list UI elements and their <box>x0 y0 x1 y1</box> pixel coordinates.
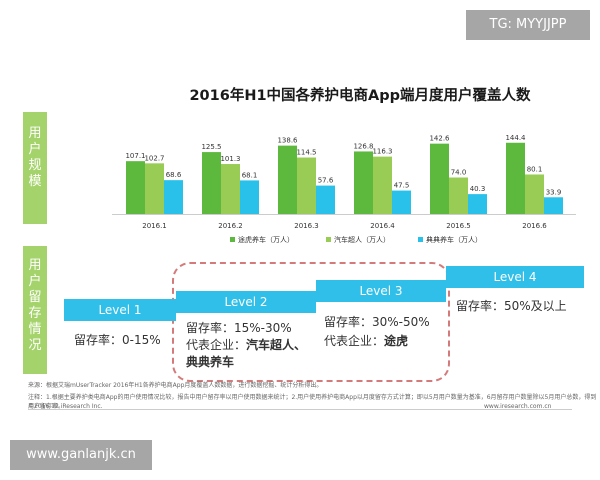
level-3-companies: 代表企业：途虎 <box>324 333 430 350</box>
x-tick-label: 2016.2 <box>218 222 243 230</box>
chart-title: 2016年H1中国各养护电商App端月度用户覆盖人数 <box>189 88 531 104</box>
bar-value-label: 47.5 <box>394 182 410 190</box>
side-label-char: 存 <box>28 306 42 321</box>
legend-swatch <box>418 237 423 242</box>
bar-tuhu <box>278 145 297 214</box>
watermark-bottom: www.ganlanjk.cn <box>10 440 152 470</box>
footer-divider <box>28 409 572 410</box>
level-2-band: Level 2 <box>176 291 316 313</box>
company-name: 典典养车 <box>186 355 235 369</box>
bar-value-label: 57.6 <box>318 177 334 185</box>
legend-swatch <box>230 237 235 242</box>
bar-diandian <box>316 185 335 214</box>
bar-value-label: 40.3 <box>470 185 486 193</box>
level-1-retention: 留存率：0-15% <box>74 333 161 347</box>
side-label-scale: 用 户 规 模 <box>23 112 47 224</box>
side-label-char: 留 <box>28 290 42 305</box>
footer-copyright: ©2016.12 iResearch Inc. <box>28 403 103 410</box>
side-label-char: 用 <box>28 258 42 273</box>
bar-value-label: 102.7 <box>144 154 164 162</box>
bar-value-label: 68.1 <box>242 171 258 179</box>
company-name: 途虎 <box>384 334 409 348</box>
bar-value-label: 74.0 <box>451 168 467 176</box>
x-tick-label: 2016.1 <box>142 222 167 230</box>
bar-value-label: 138.6 <box>277 137 298 145</box>
legend-label: 途虎养车（万人） <box>238 235 294 244</box>
side-label-char: 况 <box>28 338 42 353</box>
side-label-char: 户 <box>28 274 42 289</box>
level-1-band: Level 1 <box>64 299 176 321</box>
bar-value-label: 125.5 <box>201 143 221 151</box>
side-label-char: 户 <box>28 142 42 157</box>
level-2-retention: 留存率：15%-30% <box>186 321 292 335</box>
footnote-note: 注释：1.根据主要养护类电商App的用户使用情况比较，报告中用户留存率以用户使用… <box>28 394 597 410</box>
bar-diandian <box>392 190 411 214</box>
bar-diandian <box>468 194 487 214</box>
x-tick-label: 2016.5 <box>446 222 471 230</box>
bar-tuhu <box>354 151 373 214</box>
footnote-source: 来源：根据艾瑞mUserTracker 2016年H1各养护电商App月度覆盖人… <box>28 382 323 389</box>
bar-value-label: 101.3 <box>220 155 240 163</box>
bar-qichechaoren <box>221 164 240 214</box>
bar-tuhu <box>126 161 145 214</box>
bar-tuhu <box>202 152 221 214</box>
bar-qichechaoren <box>373 156 392 214</box>
side-label-char: 情 <box>28 322 42 337</box>
side-label-char: 模 <box>28 174 42 189</box>
bar-tuhu <box>506 142 525 214</box>
bar-value-label: 116.3 <box>372 148 392 156</box>
side-label-retention: 用 户 留 存 情 况 <box>23 246 47 374</box>
level-3-text: 留存率：30%-50% 代表企业：途虎 <box>324 314 430 350</box>
legend-label: 汽车超人（万人） <box>334 235 390 244</box>
level-4-retention: 留存率：50%及以上 <box>456 299 567 313</box>
highlight-dashed-box <box>172 262 450 382</box>
x-tick-label: 2016.4 <box>370 222 395 230</box>
watermark-top: TG: MYYJJPP <box>466 10 590 40</box>
bar-value-label: 142.6 <box>429 135 450 143</box>
bar-value-label: 114.5 <box>296 149 316 157</box>
level-2-text: 留存率：15%-30% 代表企业：汽车超人、 典典养车 <box>186 320 306 371</box>
level-3-band: Level 3 <box>316 280 446 302</box>
bar-value-label: 126.8 <box>353 142 373 150</box>
bar-qichechaoren <box>449 177 468 214</box>
bar-qichechaoren <box>145 163 164 214</box>
companies-label: 代表企业： <box>324 334 385 348</box>
bar-tuhu <box>430 143 449 214</box>
x-tick-label: 2016.6 <box>522 222 547 230</box>
level-3-retention: 留存率：30%-50% <box>324 315 430 329</box>
bar-diandian <box>240 180 259 214</box>
bar-diandian <box>544 197 563 214</box>
level-2-companies: 代表企业：汽车超人、 <box>186 337 306 354</box>
side-label-char: 用 <box>28 126 42 141</box>
side-label-char: 规 <box>28 158 42 173</box>
company-name: 汽车超人、 <box>246 338 307 352</box>
x-tick-label: 2016.3 <box>294 222 319 230</box>
companies-label: 代表企业： <box>186 338 247 352</box>
bar-value-label: 144.4 <box>505 134 526 142</box>
legend-label: 典典养车（万人） <box>426 235 482 244</box>
bar-value-label: 80.1 <box>527 165 543 173</box>
bar-value-label: 107.1 <box>125 152 145 160</box>
legend-swatch <box>326 237 331 242</box>
bar-diandian <box>164 180 183 214</box>
bar-value-label: 33.9 <box>546 188 562 196</box>
bar-qichechaoren <box>525 174 544 214</box>
bar-qichechaoren <box>297 157 316 214</box>
level-4-band: Level 4 <box>446 266 584 288</box>
bar-value-label: 68.6 <box>166 171 182 179</box>
footer-site: www.iresearch.com.cn <box>484 403 552 410</box>
